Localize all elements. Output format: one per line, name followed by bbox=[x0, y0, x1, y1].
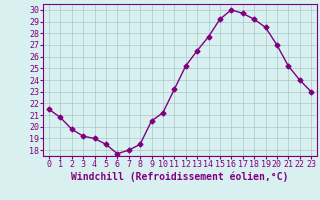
X-axis label: Windchill (Refroidissement éolien,°C): Windchill (Refroidissement éolien,°C) bbox=[71, 172, 289, 182]
